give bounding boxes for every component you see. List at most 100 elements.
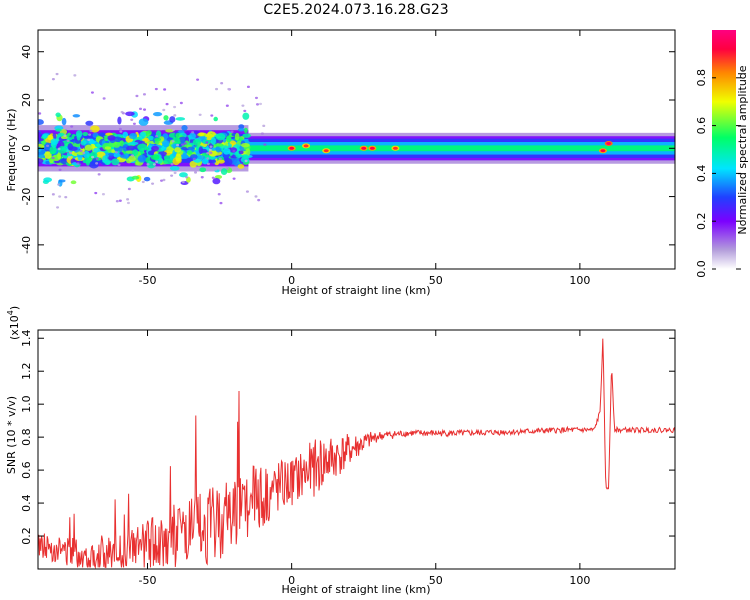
spectrogram-speck <box>66 139 70 143</box>
svg-text:(x104): (x104) <box>6 306 21 340</box>
spectrogram-speck <box>141 180 145 184</box>
spectrogram-blob <box>60 135 68 140</box>
spectrogram-blob <box>43 177 53 183</box>
spectrogram-speck <box>146 163 150 166</box>
spectrogram-blob <box>163 155 170 161</box>
spectrogram-speck <box>200 176 204 179</box>
spectrogram-speck <box>259 102 263 106</box>
spectrogram-blob <box>154 137 162 142</box>
spectrogram-speck <box>114 151 118 154</box>
spectrogram-hotspot <box>323 149 329 153</box>
spectrogram-ytick-label: 0 <box>20 145 33 152</box>
spectrogram-blob <box>47 134 54 141</box>
spectrogram-blob <box>187 150 193 155</box>
spectrogram-blob <box>151 145 159 152</box>
spectrogram-blob <box>212 178 221 185</box>
spectrogram-blob <box>189 132 196 140</box>
spectrogram-speck <box>244 159 248 163</box>
spectrogram-blob <box>187 146 195 150</box>
spectrogram-speck <box>162 178 166 182</box>
spectrogram-speck <box>97 173 101 176</box>
spectrogram-speck <box>67 155 71 159</box>
spectrogram-blob <box>50 138 59 145</box>
spectrogram-speck <box>194 171 198 174</box>
spectrogram-blob <box>55 128 62 132</box>
spectrogram-blob <box>45 160 50 165</box>
spectrogram-speck <box>171 140 175 143</box>
spectrogram-blob <box>237 164 245 169</box>
spectrogram-blob <box>80 140 87 146</box>
spectrogram-blob <box>38 138 44 142</box>
snr-ytick-label: 1.0 <box>20 395 33 413</box>
spectrogram-speck <box>131 169 135 172</box>
spectrogram-blob <box>215 133 226 141</box>
spectrogram-speck <box>225 104 229 107</box>
snr-ytick-label: 0.4 <box>20 494 33 512</box>
spectrogram-blob <box>49 146 57 154</box>
spectrogram-blob <box>238 150 244 155</box>
spectrogram-blob <box>111 158 120 166</box>
spectrogram-blob <box>226 135 232 143</box>
spectrogram-speck <box>206 157 210 160</box>
spectrogram-speck <box>51 193 55 196</box>
spectrogram-speck <box>170 174 174 177</box>
spectrogram-speck <box>130 118 134 121</box>
spectrogram-speck <box>173 171 177 175</box>
spectrogram-blob <box>213 116 218 122</box>
spectrogram-blob <box>38 146 42 153</box>
colorbar: 0.0 0.2 0.4 0.6 0.8 Normalized spectral ampl… <box>695 30 749 278</box>
spectrogram-speck <box>225 167 229 170</box>
spectrogram-speck <box>120 110 124 114</box>
spectrogram-blob <box>113 134 124 138</box>
spectrogram-speck <box>64 195 68 199</box>
spectrogram-speck <box>230 130 234 134</box>
spectrogram-speck <box>91 155 95 159</box>
spectrogram-blob <box>189 160 198 168</box>
spectrogram-xtick-label: 0 <box>288 274 295 287</box>
spectrogram-speck <box>126 198 130 201</box>
spectrogram-hotspot <box>289 146 295 150</box>
spectrogram-blob <box>85 158 90 166</box>
spectrogram-speck <box>58 195 62 198</box>
spectrogram-blob <box>105 132 113 136</box>
spectrogram-speck <box>56 206 60 209</box>
spectrogram-blob <box>242 112 250 120</box>
spectrogram-speck <box>170 163 174 166</box>
spectrogram-blob <box>91 158 97 164</box>
spectrogram-speck <box>245 190 249 193</box>
spectrogram-blob <box>119 140 125 147</box>
spectrogram-speck <box>241 104 245 107</box>
spectrogram-panel: -50 0 50 100 -40 -20 0 20 40 Height of straight … <box>5 29 676 297</box>
spectrogram-speck <box>160 179 164 182</box>
spectrogram-blob <box>131 175 140 180</box>
spectrogram-blob <box>150 154 160 160</box>
snr-ytick-label: 0.8 <box>20 428 33 446</box>
snr-scale-suffix: ) <box>8 306 21 310</box>
spectrogram-speck <box>152 163 156 166</box>
spectrogram-blob <box>38 158 44 164</box>
spectrogram-speck <box>173 114 177 117</box>
spectrogram-speck <box>214 168 218 171</box>
spectrogram-speck <box>126 201 130 205</box>
spectrogram-speck <box>243 109 247 113</box>
snr-xtick-label: 0 <box>288 574 295 587</box>
spectrogram-blob <box>98 132 107 137</box>
spectrogram-blob <box>143 176 151 182</box>
spectrogram-speck <box>132 122 136 125</box>
spectrogram-speck <box>118 199 122 202</box>
colorbar-tick-label: 0.2 <box>695 212 708 230</box>
spectrogram-blob <box>138 118 149 126</box>
spectrogram-speck <box>85 167 89 171</box>
spectrogram-blob <box>61 147 67 151</box>
spectrogram-blob <box>128 155 136 162</box>
snr-scale-label: (x104) <box>6 306 21 340</box>
spectrogram-blob <box>169 116 176 123</box>
spectrogram-blob <box>154 140 160 145</box>
spectrogram-blob <box>179 154 189 160</box>
spectrogram-ytick-label: 20 <box>20 93 33 107</box>
spectrogram-blob <box>75 130 83 138</box>
spectrogram-speck <box>38 112 42 115</box>
spectrogram-blob <box>72 142 82 148</box>
spectrogram-speck <box>181 180 185 184</box>
spectrogram-blob <box>162 140 170 147</box>
